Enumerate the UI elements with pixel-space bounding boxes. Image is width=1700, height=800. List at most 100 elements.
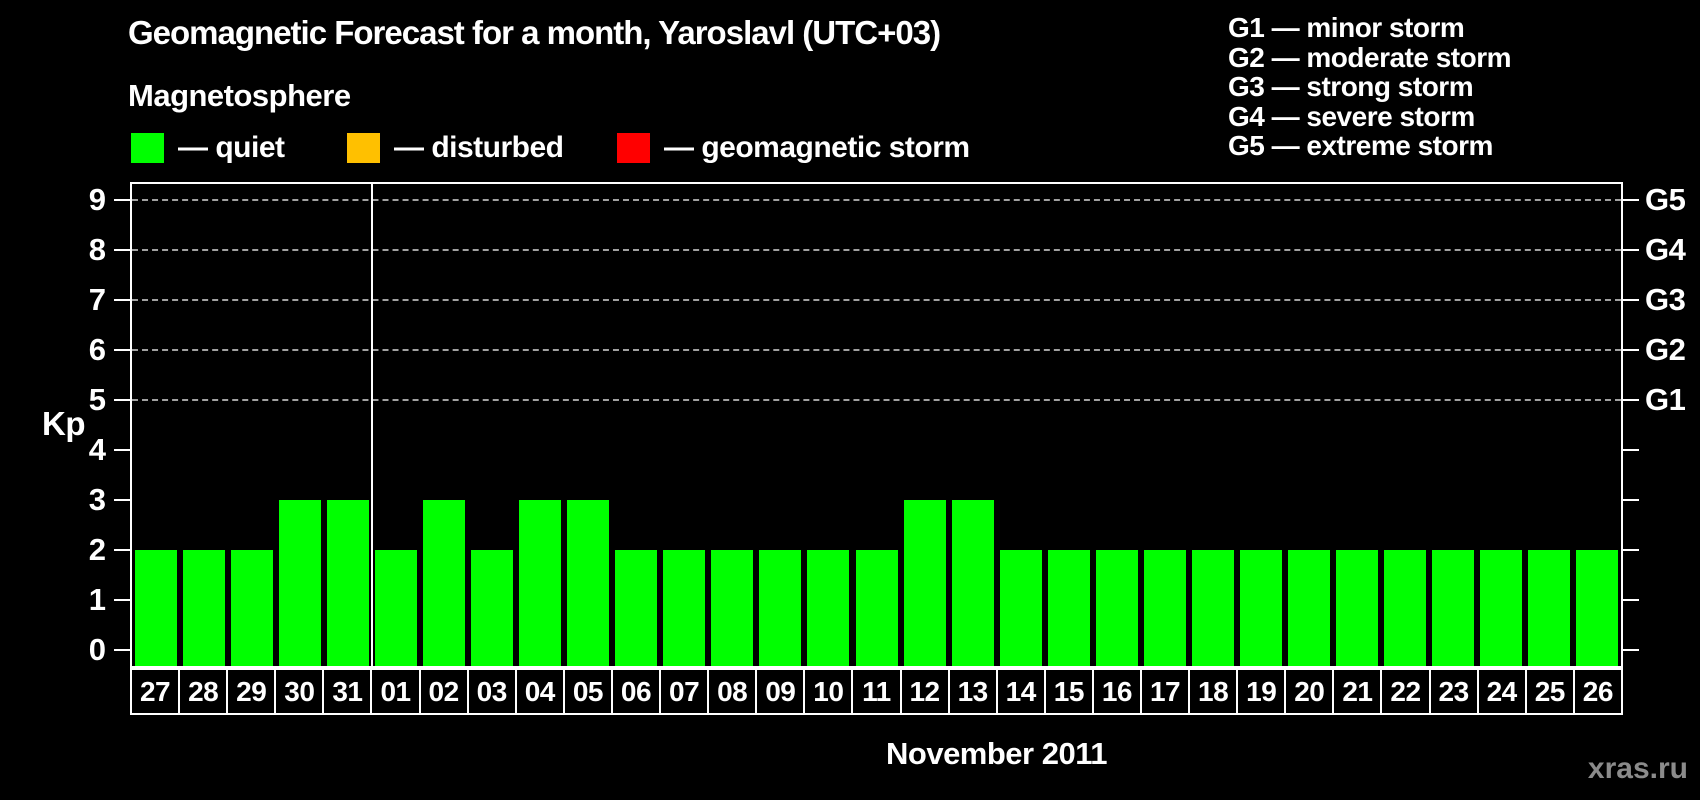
bar-day-25 [1527, 550, 1570, 666]
g-legend-line: G4 — severe storm [1228, 100, 1475, 132]
y-axis-tick-left-3 [114, 499, 130, 501]
y-axis-tick-right-1 [1623, 599, 1639, 601]
y-axis-tick-left-4 [114, 449, 130, 451]
day-cell-01: 01 [370, 668, 421, 715]
day-cell-07: 07 [659, 668, 710, 715]
bar-day-07 [663, 550, 706, 666]
bar-day-06 [615, 550, 658, 666]
y-axis-label-1: 1 [88, 582, 106, 617]
g-legend-line: G2 — moderate storm [1228, 41, 1512, 73]
legend-label-quiet: — quiet [178, 131, 285, 164]
g-legend-line: G3 — strong storm [1228, 71, 1474, 103]
bar-day-16 [1095, 550, 1138, 666]
bar-day-30 [279, 500, 322, 666]
bar-day-18 [1191, 550, 1234, 666]
legend-item-quiet: — quiet [131, 131, 285, 164]
right-axis-label-G1: G1 [1645, 382, 1686, 417]
y-axis-label-9: 9 [88, 182, 106, 217]
gridline-kp7 [132, 299, 1621, 301]
legend-item-storm: — geomagnetic storm [617, 131, 970, 164]
y-axis-tick-right-7 [1623, 299, 1639, 301]
bar-day-03 [471, 550, 514, 666]
y-axis-tick-right-0 [1623, 649, 1639, 651]
bar-day-23 [1431, 550, 1474, 666]
day-cell-27: 27 [130, 668, 181, 715]
bar-day-08 [711, 550, 754, 666]
magnetosphere-legend-heading: Magnetosphere [128, 78, 351, 113]
bar-day-15 [1047, 550, 1090, 666]
day-cell-02: 02 [418, 668, 469, 715]
day-cell-25: 25 [1524, 668, 1575, 715]
day-cell-04: 04 [514, 668, 565, 715]
bar-day-22 [1383, 550, 1426, 666]
bar-day-14 [999, 550, 1042, 666]
x-axis-title: November 2011 [886, 736, 1107, 771]
bar-day-11 [855, 550, 898, 666]
day-cell-22: 22 [1380, 668, 1431, 715]
day-cell-12: 12 [899, 668, 950, 715]
y-axis-tick-left-2 [114, 549, 130, 551]
legend-swatch-disturbed [347, 133, 380, 163]
day-cell-17: 17 [1139, 668, 1191, 715]
gridline-kp6 [132, 349, 1621, 351]
legend-swatch-storm [617, 133, 650, 163]
bar-day-05 [567, 500, 610, 666]
day-cell-30: 30 [274, 668, 325, 715]
bar-day-17 [1143, 550, 1186, 666]
plot-inner [132, 184, 1621, 666]
day-cell-03: 03 [466, 668, 517, 715]
day-cell-06: 06 [610, 668, 662, 715]
bar-day-21 [1335, 550, 1378, 666]
y-axis-label-5: 5 [88, 382, 106, 417]
day-cell-11: 11 [851, 668, 902, 715]
y-axis-label-6: 6 [88, 332, 106, 367]
day-cell-10: 10 [803, 668, 854, 715]
day-cell-29: 29 [226, 668, 277, 715]
bar-day-28 [183, 550, 226, 666]
day-cell-15: 15 [1043, 668, 1094, 715]
y-axis-tick-right-9 [1623, 199, 1639, 201]
day-cell-23: 23 [1428, 668, 1479, 715]
right-axis-label-G2: G2 [1645, 332, 1686, 367]
day-cell-19: 19 [1236, 668, 1287, 715]
bar-day-19 [1239, 550, 1282, 666]
day-cell-13: 13 [947, 668, 998, 715]
y-axis-tick-left-6 [114, 349, 130, 351]
y-axis-tick-left-5 [114, 399, 130, 401]
chart-title: Geomagnetic Forecast for a month, Yarosl… [128, 14, 941, 51]
legend-swatch-quiet [131, 133, 164, 163]
day-cell-05: 05 [562, 668, 613, 715]
right-axis-label-G5: G5 [1645, 182, 1686, 217]
bar-day-01 [375, 550, 418, 666]
y-axis-tick-left-8 [114, 249, 130, 251]
g-scale-legend: G1 — minor storm G2 — moderate storm G3 — … [1228, 12, 1512, 161]
right-axis-label-G3: G3 [1645, 282, 1686, 317]
watermark: xras.ru [1587, 752, 1688, 785]
y-axis-tick-left-7 [114, 299, 130, 301]
bar-day-02 [423, 500, 466, 666]
gridline-kp8 [132, 249, 1621, 251]
day-cell-21: 21 [1332, 668, 1383, 715]
day-cell-28: 28 [178, 668, 229, 715]
g-legend-line: G1 — minor storm [1228, 12, 1465, 43]
y-axis-tick-right-2 [1623, 549, 1639, 551]
bar-day-20 [1287, 550, 1330, 666]
bar-day-04 [519, 500, 562, 666]
day-cell-09: 09 [755, 668, 806, 715]
y-axis-tick-left-1 [114, 599, 130, 601]
legend-label-disturbed: — disturbed [394, 131, 564, 164]
gridline-kp9 [132, 199, 1621, 201]
day-cell-16: 16 [1091, 668, 1142, 715]
bar-day-10 [807, 550, 850, 666]
day-cell-31: 31 [322, 668, 373, 715]
bar-day-27 [135, 550, 178, 666]
y-axis-tick-right-4 [1623, 449, 1639, 451]
y-axis-label-0: 0 [88, 632, 106, 667]
y-axis-tick-right-3 [1623, 499, 1639, 501]
y-axis-label-7: 7 [88, 282, 106, 317]
legend-label-storm: — geomagnetic storm [664, 131, 970, 164]
day-cell-20: 20 [1284, 668, 1335, 715]
bar-day-31 [327, 500, 370, 666]
bar-day-13 [951, 500, 994, 666]
